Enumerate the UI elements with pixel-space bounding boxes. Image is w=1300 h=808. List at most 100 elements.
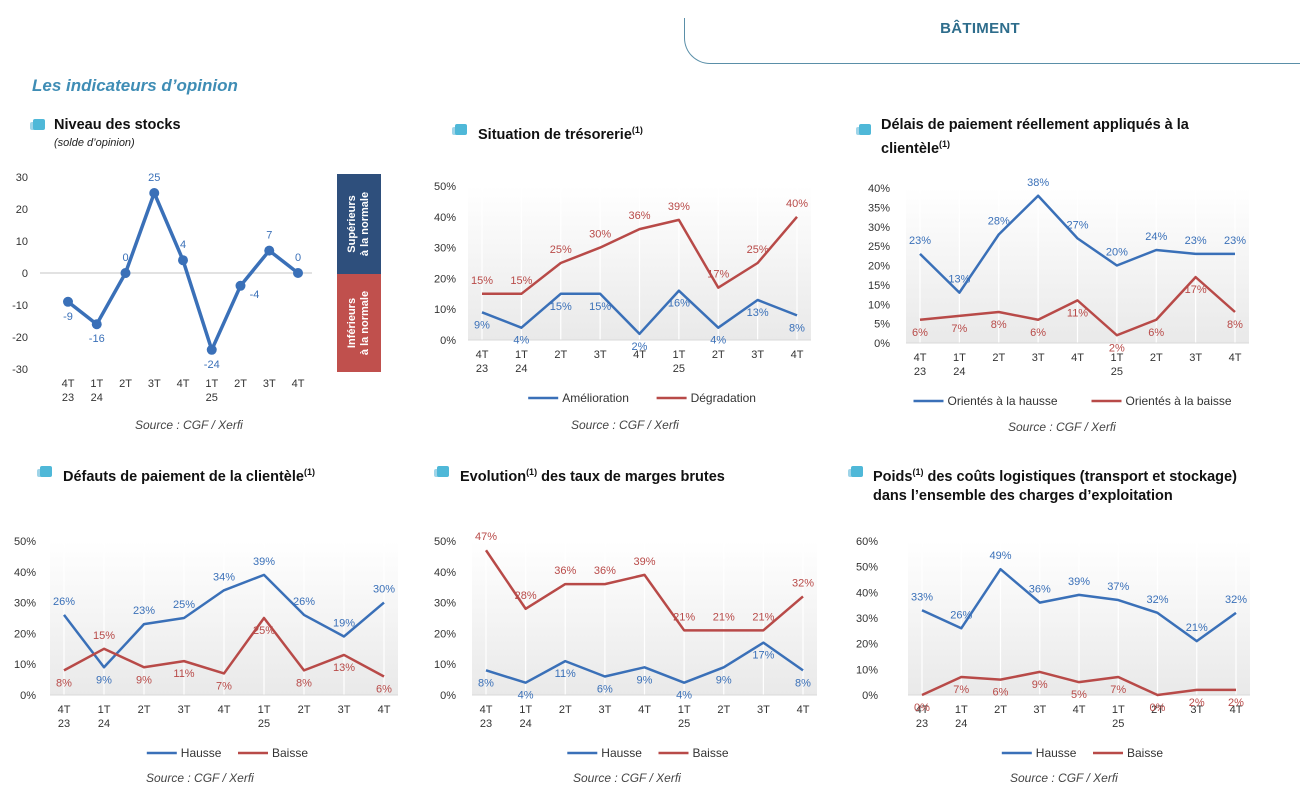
data-label: 21% bbox=[752, 611, 774, 623]
data-label: 7 bbox=[266, 230, 272, 242]
data-label: 19% bbox=[333, 617, 355, 629]
tresorerie-title-text: Situation de trésorerie bbox=[478, 126, 632, 143]
x-tick-label: 25 bbox=[678, 718, 690, 730]
legend-label: Baisse bbox=[272, 746, 308, 760]
x-tick-label: 4T bbox=[476, 349, 489, 361]
data-label: 23% bbox=[1224, 235, 1246, 247]
data-point bbox=[149, 188, 160, 198]
data-label: 26% bbox=[950, 609, 972, 621]
series-line-hausse bbox=[63, 573, 385, 669]
x-tick-label: 4T bbox=[1073, 704, 1086, 716]
legend-label: Dégradation bbox=[691, 391, 756, 405]
y-tick-label: 0% bbox=[440, 335, 456, 347]
section-tab-label: BÂTIMENT bbox=[940, 20, 1020, 37]
x-tick-label: 25 bbox=[673, 363, 685, 375]
x-tick-label: 24 bbox=[91, 392, 103, 404]
data-label: 39% bbox=[1068, 576, 1090, 588]
tresorerie-title: Situation de trésorerie(1) bbox=[478, 121, 643, 145]
x-tick-label: 4T bbox=[1229, 352, 1242, 364]
data-label: 17% bbox=[707, 269, 729, 281]
data-label: 11% bbox=[1067, 307, 1088, 319]
y-tick-label: 20% bbox=[434, 273, 456, 285]
band-below-normal-label: Inférieurs à la normale bbox=[346, 290, 371, 356]
data-label: 32% bbox=[792, 577, 814, 589]
data-point bbox=[178, 255, 188, 266]
data-label: 9% bbox=[637, 674, 653, 686]
y-tick-label: 50% bbox=[434, 536, 456, 548]
x-tick-label: 25 bbox=[1112, 718, 1124, 730]
data-label: 47% bbox=[475, 531, 497, 543]
data-label: 23% bbox=[909, 235, 931, 247]
band-below-normal: Inférieurs à la normale bbox=[337, 274, 381, 372]
stocks-title: Niveau des stocks bbox=[54, 117, 181, 133]
y-tick-label: 0 bbox=[22, 268, 28, 280]
defauts-title-sup: (1) bbox=[303, 467, 315, 477]
y-tick-label: 10% bbox=[434, 304, 456, 316]
y-tick-label: 30% bbox=[868, 222, 890, 234]
data-label: 6% bbox=[912, 327, 928, 339]
y-tick-label: -10 bbox=[12, 300, 28, 312]
x-tick-label: 2T bbox=[712, 349, 725, 361]
data-label: 32% bbox=[1225, 594, 1247, 606]
x-tick-label: 4T bbox=[58, 704, 71, 716]
data-label: 36% bbox=[594, 565, 616, 577]
data-label: 13% bbox=[948, 274, 970, 286]
data-label: 4% bbox=[518, 690, 534, 702]
data-label: 6% bbox=[376, 684, 392, 696]
y-tick-label: 30 bbox=[16, 172, 28, 184]
x-tick-label: 23 bbox=[916, 718, 928, 730]
x-tick-label: 4T bbox=[62, 378, 75, 390]
x-tick-label: 24 bbox=[953, 366, 965, 378]
x-tick-label: 25 bbox=[258, 718, 270, 730]
series-line-niveau-des-stocks bbox=[66, 191, 300, 352]
x-tick-label: 1T bbox=[519, 704, 532, 716]
y-tick-label: 30% bbox=[434, 598, 456, 610]
data-label: 39% bbox=[253, 556, 275, 568]
logistique-title-line2: dans l’ensemble des charges d’exploitati… bbox=[873, 487, 1173, 504]
logistique-title: Poids(1) des coûts logistiques (transpor… bbox=[873, 463, 1237, 506]
delais-source: Source : CGF / Xerfi bbox=[1008, 420, 1116, 434]
series-line-baisse bbox=[921, 670, 1236, 697]
section-tab bbox=[684, 18, 1300, 64]
stocks-chart: -30 -20 -10 0 10 20 30 4T 23 1T 24 2T 3T 4T 1T 25 2T 3T 4T… bbox=[12, 172, 312, 404]
data-point bbox=[63, 296, 73, 307]
marges-title-sup: (1) bbox=[526, 467, 538, 477]
x-tick-label: 1T bbox=[258, 704, 271, 716]
data-label: 34% bbox=[213, 571, 235, 583]
x-tick-label: 4T bbox=[1071, 352, 1084, 364]
logistique-title-sup: (1) bbox=[912, 467, 924, 477]
delais-title-sup: (1) bbox=[939, 139, 951, 149]
x-tick-label: 3T bbox=[263, 378, 276, 390]
data-label: 17% bbox=[1185, 284, 1207, 296]
data-label: 7% bbox=[951, 323, 967, 335]
x-tick-label: 2T bbox=[1150, 352, 1163, 364]
x-tick-label: 2T bbox=[994, 704, 1007, 716]
data-point bbox=[293, 268, 303, 278]
y-tick-label: 10 bbox=[16, 236, 28, 248]
series-line-orient-s-la-hausse bbox=[919, 194, 1235, 294]
y-tick-label: 50% bbox=[434, 181, 456, 193]
x-tick-label: 2T bbox=[234, 378, 247, 390]
y-tick-label: 10% bbox=[434, 659, 456, 671]
y-tick-label: 40% bbox=[434, 212, 456, 224]
data-point bbox=[91, 319, 102, 330]
x-tick-label: 1T bbox=[98, 704, 111, 716]
y-tick-label: 20% bbox=[856, 639, 878, 651]
legend-label: Amélioration bbox=[562, 391, 629, 405]
delais-chart: 0% 5% 10% 15% 20% 25% 30% 35% 40% 4T 23 1T 24 2T 3T 4T 1… bbox=[868, 177, 1249, 408]
data-label: 30% bbox=[589, 229, 611, 241]
data-label: 20% bbox=[1106, 247, 1128, 259]
data-label: 2% bbox=[1189, 697, 1205, 709]
x-tick-label: 24 bbox=[520, 718, 532, 730]
x-tick-label: 3T bbox=[1033, 704, 1046, 716]
logistique-title-a: Poids bbox=[873, 468, 913, 485]
data-label: 8% bbox=[478, 677, 494, 689]
data-label: 37% bbox=[1107, 581, 1129, 593]
x-tick-label: 3T bbox=[178, 704, 191, 716]
data-label: 15% bbox=[93, 630, 115, 642]
data-label: 7% bbox=[216, 680, 232, 692]
data-label: 11% bbox=[555, 668, 576, 680]
x-tick-label: 2T bbox=[298, 704, 311, 716]
x-tick-label: 4T bbox=[914, 352, 927, 364]
series-line-hausse bbox=[921, 567, 1237, 643]
